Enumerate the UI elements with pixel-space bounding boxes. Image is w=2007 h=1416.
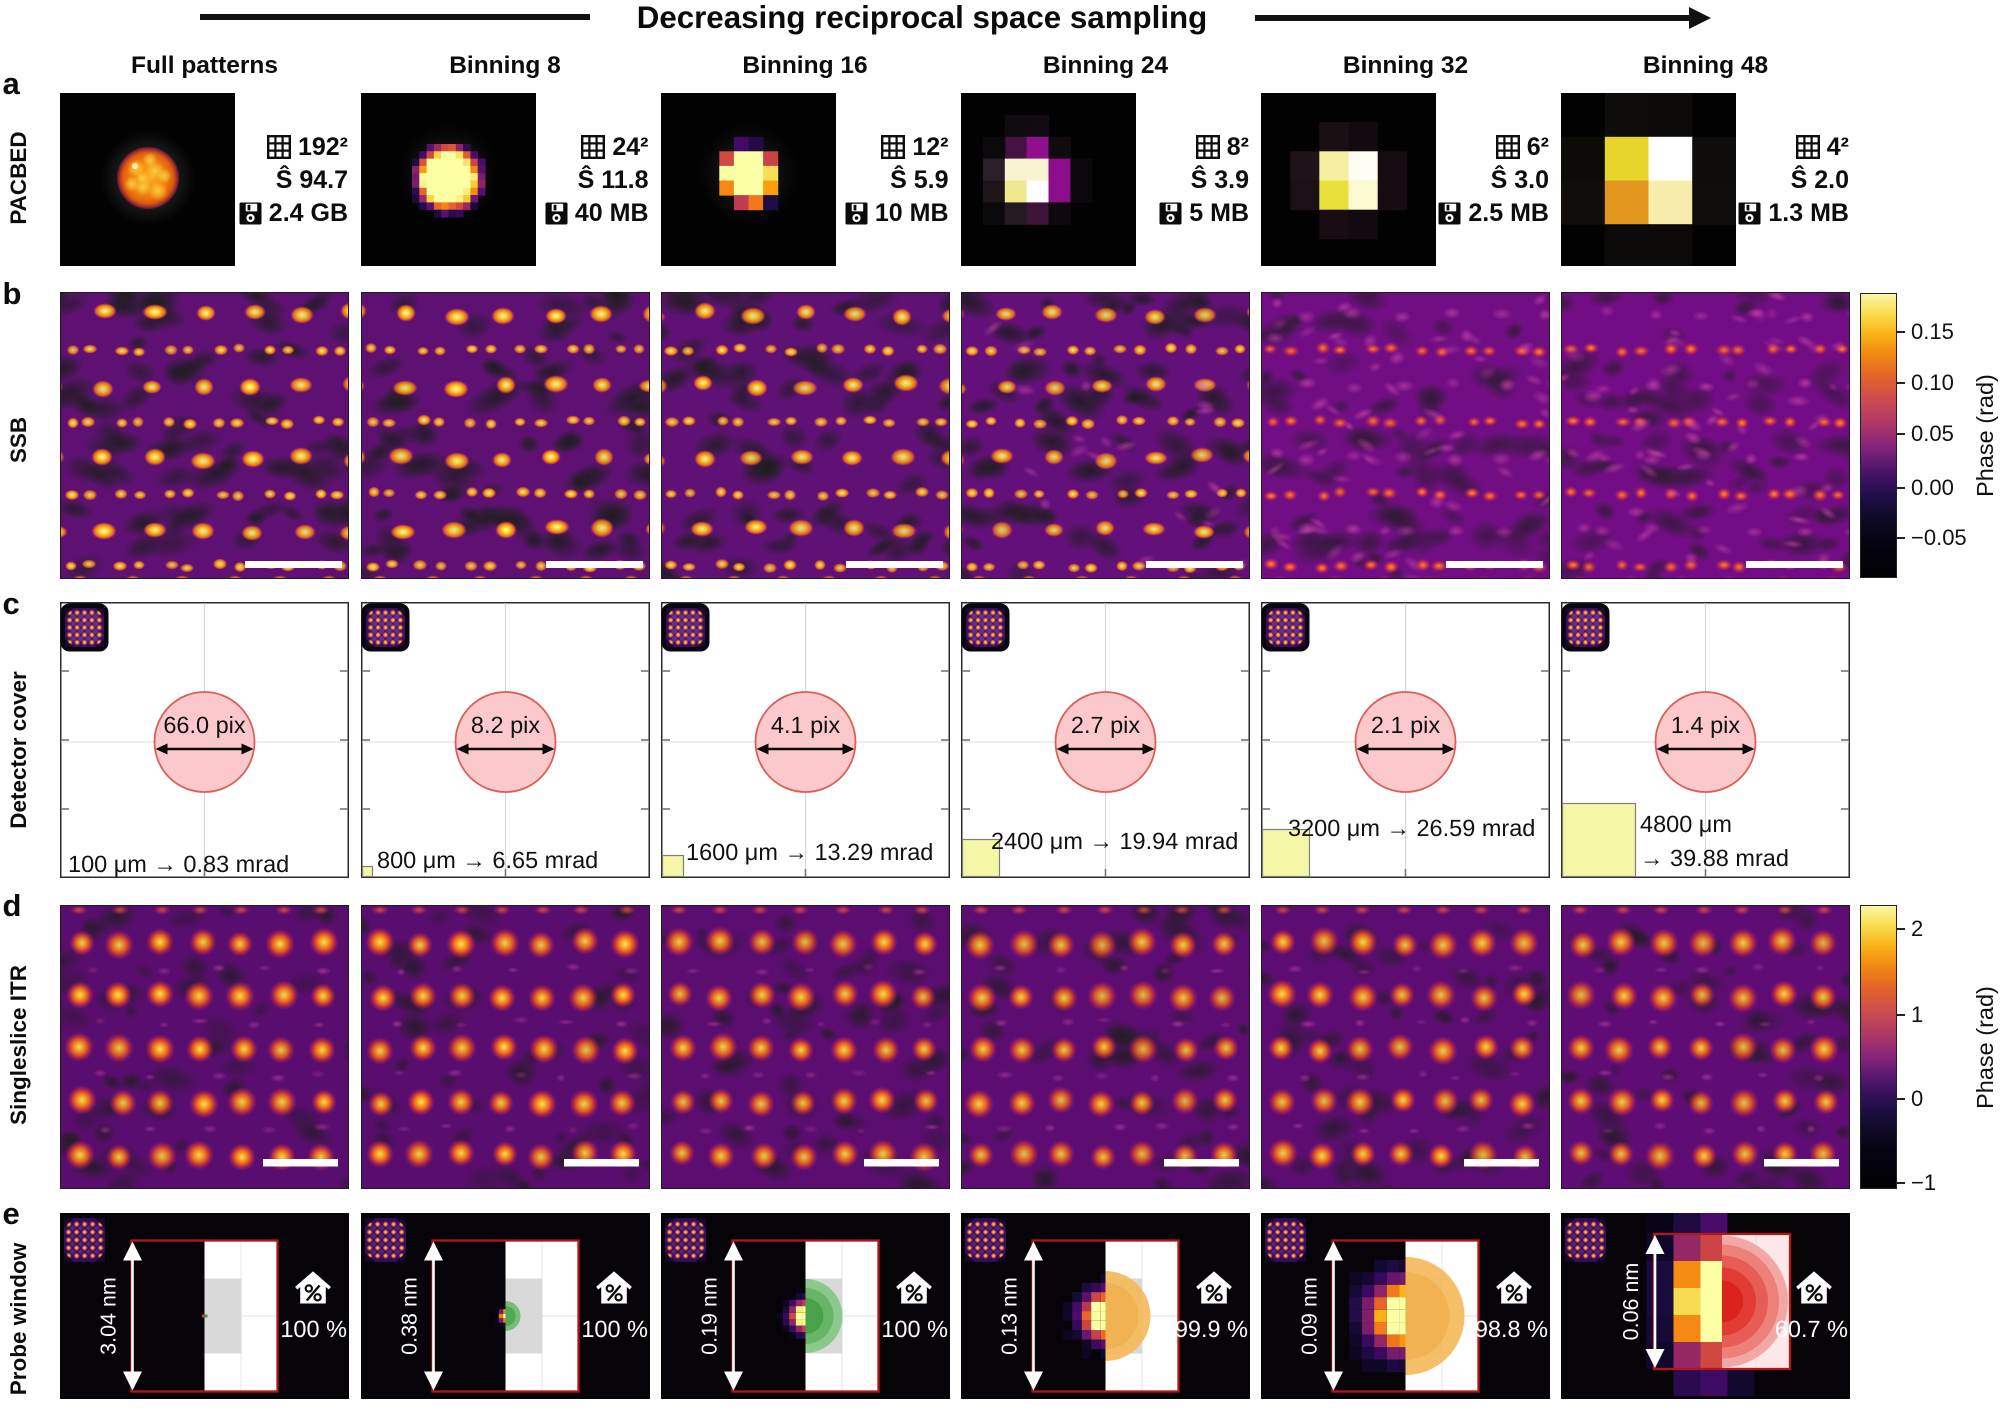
svg-text:2.7 pix: 2.7 pix — [1071, 712, 1140, 738]
svg-text:4.1 pix: 4.1 pix — [770, 712, 839, 738]
svg-text:1600 μm → 13.29 mrad: 1600 μm → 13.29 mrad — [686, 839, 933, 865]
svg-text:0.38 nm: 0.38 nm — [397, 1277, 421, 1355]
svg-text:800 μm → 6.65 mrad: 800 μm → 6.65 mrad — [377, 847, 598, 873]
svg-text:2400 μm → 19.94 mrad: 2400 μm → 19.94 mrad — [991, 828, 1238, 854]
svg-text:100 %: 100 % — [581, 1316, 648, 1342]
svg-text:100 μm → 0.83 mrad: 100 μm → 0.83 mrad — [68, 851, 289, 877]
svg-text:1.4 pix: 1.4 pix — [1671, 712, 1740, 738]
svg-text:100 %: 100 % — [881, 1316, 948, 1342]
svg-text:0.13 nm: 0.13 nm — [998, 1277, 1022, 1355]
svg-text:8.2 pix: 8.2 pix — [470, 712, 539, 738]
svg-text:4800 μm: 4800 μm — [1640, 811, 1732, 837]
svg-text:66.0 pix: 66.0 pix — [163, 712, 246, 738]
svg-text:0.06 nm: 0.06 nm — [1619, 1263, 1643, 1341]
svg-text:99.9 %: 99.9 % — [1175, 1316, 1248, 1342]
svg-text:3.04 nm: 3.04 nm — [97, 1277, 121, 1355]
svg-text:3200 μm → 26.59 mrad: 3200 μm → 26.59 mrad — [1288, 815, 1535, 841]
svg-text:100 %: 100 % — [280, 1316, 347, 1342]
svg-text:60.7 %: 60.7 % — [1775, 1316, 1848, 1342]
svg-text:2.1 pix: 2.1 pix — [1371, 712, 1440, 738]
svg-text:0.09 nm: 0.09 nm — [1298, 1277, 1322, 1355]
svg-text:98.8 %: 98.8 % — [1475, 1316, 1548, 1342]
svg-text:→ 39.88 mrad: → 39.88 mrad — [1640, 845, 1789, 871]
svg-text:0.19 nm: 0.19 nm — [697, 1277, 721, 1355]
